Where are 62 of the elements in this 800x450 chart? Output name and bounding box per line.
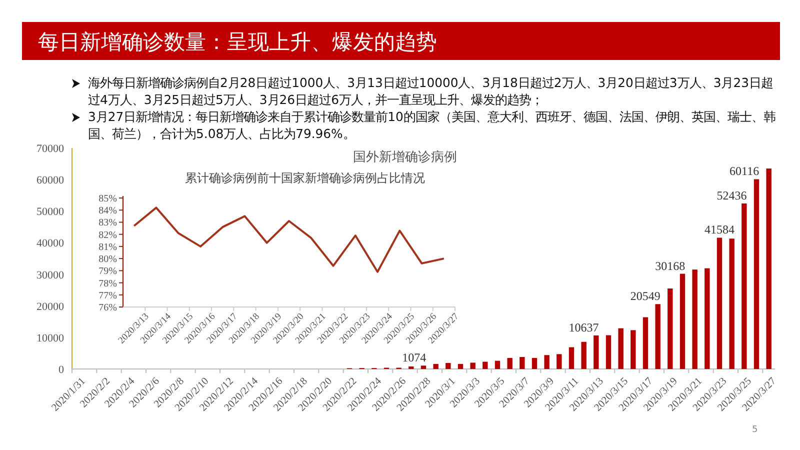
y-tick-label: 50000 (36, 206, 64, 218)
bar (568, 347, 574, 369)
bar (433, 364, 438, 369)
bar (581, 342, 586, 369)
bar (458, 364, 464, 369)
line-series (133, 206, 445, 273)
bar (754, 179, 760, 369)
y-tick-label: 20000 (36, 300, 64, 313)
y-tick-label: 0 (58, 364, 64, 376)
bar (494, 360, 500, 369)
bar (544, 355, 550, 369)
bar (655, 304, 660, 369)
bar (520, 357, 525, 369)
y-tick-label: 10000 (36, 332, 64, 344)
bar (642, 317, 648, 369)
text: 海外每日新增确诊病例自2月28日超过1000人、3月13日超过10000人、3月18日超过2万人、3月20日超过3万人、3月23日超过4万人、3月25日超过5万人、3月26日超过6万人，并一直呈现上升、爆发的趋势； (88, 74, 774, 108)
bar (729, 238, 734, 369)
bar (618, 328, 624, 369)
bar (704, 268, 710, 369)
data-label: 60116 (730, 164, 760, 178)
text: 3月27日新增情况：每日新增确诊来自于累计确诊数量前10的国家（美国、意大利、西班牙、德国、法国、伊朗、英国、瑞士、韩国、荷兰），合计为5.08万人、占比为79.96%。 (88, 108, 776, 142)
y-tick-label: 82% (98, 230, 117, 241)
data-label: 20549 (630, 289, 660, 304)
bar (668, 288, 673, 369)
text: 每日新增确诊数量：呈现上升、爆发的趋势 (38, 30, 437, 54)
data-label: 10637 (568, 320, 599, 334)
y-tick-label: 85% (98, 194, 117, 204)
bar (420, 366, 426, 369)
y-tick-label: 76% (98, 302, 117, 314)
data-label: 52436 (716, 188, 747, 202)
bar (482, 362, 488, 369)
y-tick-label: 79% (98, 266, 117, 278)
data-label: 30168 (655, 258, 686, 273)
bar (692, 270, 698, 369)
y-tick-label: 77% (98, 290, 117, 302)
text: 5 (752, 425, 758, 435)
bar (532, 358, 538, 369)
y-tick-label: 81% (98, 242, 117, 253)
y-tick-label: 60000 (36, 174, 64, 187)
y-tick-label: 83% (98, 218, 117, 229)
bar (606, 335, 612, 369)
y-tick-label: 84% (98, 206, 117, 217)
bar (594, 335, 599, 369)
bar (766, 168, 772, 369)
bar (470, 362, 476, 369)
y-tick-label: 30000 (36, 269, 64, 282)
y-tick-label: 40000 (36, 238, 64, 250)
y-tick-label: 78% (98, 278, 117, 290)
y-tick-label: 80% (98, 254, 117, 266)
bar (446, 363, 451, 369)
bar (507, 358, 512, 369)
chart-title: 国外新增确诊病例 (353, 150, 457, 165)
data-label: 41584 (704, 222, 734, 237)
chart-title: 累计确诊病例前十国家新增确诊病例占比情况 (185, 171, 425, 185)
bar (680, 274, 686, 369)
bar (556, 354, 562, 369)
bar (630, 330, 636, 369)
bar (742, 203, 747, 369)
bar (408, 366, 414, 369)
y-tick-label: 70000 (36, 143, 64, 155)
bar (716, 238, 722, 369)
data-label: 1074 (402, 350, 426, 365)
